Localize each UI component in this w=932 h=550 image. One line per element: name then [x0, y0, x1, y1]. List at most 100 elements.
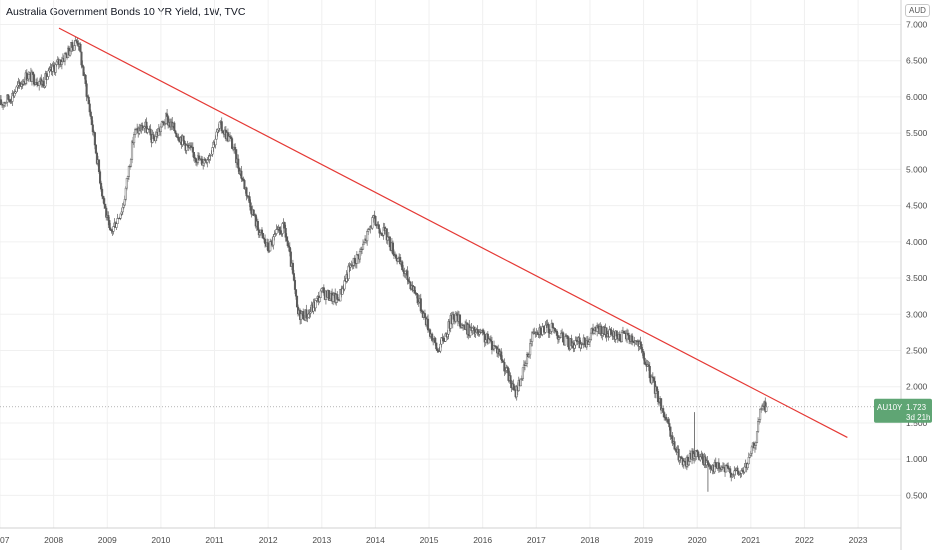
candle-body [733, 470, 736, 475]
candle-body [211, 147, 214, 155]
candle-body [562, 332, 565, 343]
candle-body [615, 330, 618, 337]
candle-body [288, 246, 291, 253]
candle-body [622, 330, 626, 334]
candle-body [320, 288, 323, 292]
candle-body [541, 326, 544, 335]
candle-body [149, 128, 152, 136]
candle [523, 361, 527, 371]
candle-body [221, 130, 224, 134]
candle [124, 186, 127, 202]
candle-body [122, 204, 125, 208]
candle-body [371, 217, 374, 229]
candle-body [358, 250, 361, 260]
candle [671, 432, 674, 446]
candle-body [332, 294, 335, 302]
price-tick-label: 1.000 [906, 454, 928, 464]
candle [314, 300, 317, 312]
candle-body [214, 138, 217, 146]
candle-body [519, 378, 522, 387]
candle-body [102, 195, 105, 199]
candle-body [294, 289, 298, 297]
candle-body [394, 254, 398, 259]
candle-body [47, 70, 50, 77]
candle-body [202, 162, 205, 166]
price-axis[interactable]: 7.000 6.500 6.000 5.500 5.000 4.500 4.000 3.500… [906, 19, 928, 500]
candle-body [765, 406, 768, 412]
candle-body [194, 158, 198, 163]
candle-body [245, 187, 248, 197]
candle-body [217, 127, 220, 131]
candle-body [435, 342, 438, 350]
candle [423, 309, 426, 319]
time-tick-label: 2020 [688, 535, 707, 545]
candle-body [655, 386, 659, 392]
candle-body [166, 113, 169, 117]
candle-body [434, 337, 437, 344]
candle-body [36, 82, 39, 85]
candle [11, 90, 14, 107]
candle-body [652, 377, 655, 382]
price-tag-value: 1.723 [906, 403, 927, 412]
candle [374, 215, 377, 227]
candle [15, 86, 18, 93]
candle [626, 328, 629, 344]
time-axis[interactable]: 2007 2008 2009 2010 2011 2012 2013 2014 2015 2016… [0, 535, 868, 545]
candle-body [601, 333, 604, 336]
currency-badge[interactable]: AUD [905, 4, 930, 17]
candle [539, 325, 542, 338]
candle-body [258, 232, 261, 236]
candle-body [107, 215, 110, 221]
candle-body [126, 176, 129, 179]
candle [531, 331, 534, 347]
candle-body [216, 129, 219, 133]
candle-body [750, 446, 753, 454]
candle [401, 260, 404, 271]
candle [717, 458, 720, 473]
time-tick-label: 2008 [44, 535, 63, 545]
candle-body [366, 231, 369, 242]
candle [600, 324, 603, 339]
candle-body [476, 329, 479, 332]
candle [490, 336, 494, 355]
candle-body [261, 233, 265, 239]
candle [366, 229, 369, 246]
price-tick-label: 5.500 [906, 128, 928, 138]
candle-body [191, 146, 194, 153]
candle-body [343, 280, 346, 290]
candle-body [361, 243, 365, 250]
candle-body [13, 92, 16, 97]
candle-body [560, 333, 563, 338]
candle-body [701, 453, 704, 459]
time-tick-label: 2015 [420, 535, 439, 545]
candle-body [119, 213, 122, 219]
price-tick-label: 3.500 [906, 273, 928, 283]
candle [404, 270, 407, 279]
time-tick-label: 2023 [849, 535, 868, 545]
trendline[interactable] [58, 27, 848, 438]
candle-body [610, 329, 613, 335]
candle-body [529, 343, 532, 356]
candle [471, 327, 474, 336]
candle-body [717, 462, 720, 469]
candle-body [593, 330, 596, 334]
candle [618, 330, 621, 342]
candle-body [112, 226, 115, 232]
candle-body [588, 339, 591, 343]
candle [235, 149, 238, 168]
candle-body [388, 236, 391, 248]
candle-body [85, 83, 88, 97]
candle-body [452, 314, 455, 320]
candle-body [747, 456, 750, 465]
candle [94, 144, 97, 155]
candle [377, 221, 380, 229]
candle-body [79, 43, 82, 53]
candle-body [490, 341, 494, 351]
price-tag-box [874, 398, 932, 423]
candle-body [31, 71, 35, 75]
candle-body [292, 273, 295, 281]
time-tick-label: 2012 [259, 535, 278, 545]
candle-body [234, 146, 237, 150]
candle-body [38, 81, 41, 86]
